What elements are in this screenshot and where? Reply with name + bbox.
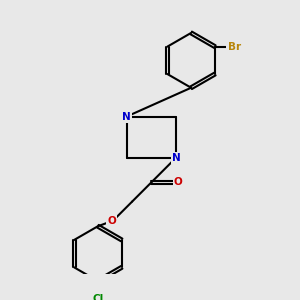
- Text: Cl: Cl: [92, 294, 104, 300]
- Text: N: N: [172, 153, 180, 163]
- Text: Br: Br: [227, 42, 241, 52]
- Text: O: O: [107, 216, 116, 226]
- Text: O: O: [174, 177, 182, 187]
- Text: N: N: [122, 112, 131, 122]
